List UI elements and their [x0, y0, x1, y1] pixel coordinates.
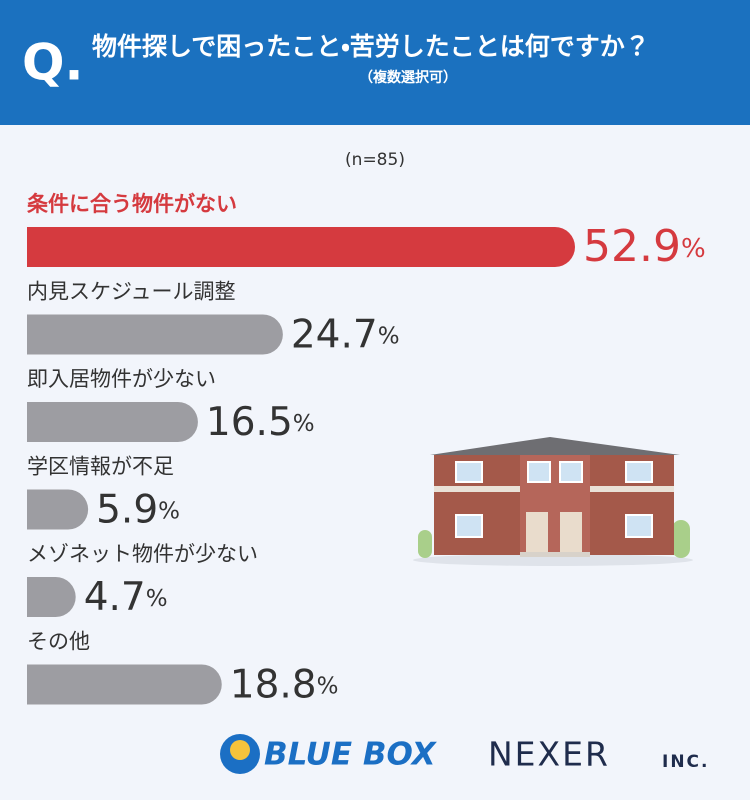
value-label: 5.9% [96, 487, 180, 532]
q-mark: Q. [22, 34, 84, 92]
category-label: その他 [27, 630, 90, 654]
logo-inc: INC. [662, 752, 710, 772]
value-label: 18.8% [230, 662, 339, 707]
value-label: 52.9% [583, 221, 706, 272]
bar-left-edge [27, 314, 47, 355]
category-label: 内見スケジュール調整 [27, 280, 236, 304]
value-label: 4.7% [84, 575, 168, 620]
bar-left-edge [27, 664, 47, 705]
logo-nexer: NEXER [488, 735, 610, 774]
header-band [0, 0, 750, 125]
house-illustration [413, 437, 693, 566]
sample-size: (n=85) [345, 150, 405, 170]
subtitle: （複数選択可） [359, 69, 457, 86]
title: 物件探しで困ったこと・苦労したことは何ですか？ [92, 32, 650, 61]
bar-left-edge [27, 489, 47, 530]
value-label: 24.7% [291, 312, 400, 357]
bar [27, 664, 222, 705]
bar-left-edge [27, 577, 47, 617]
category-label: メゾネット物件が少ない [27, 542, 258, 566]
footer-logos: BLUE BOX NEXER INC. [220, 734, 710, 774]
bar [27, 402, 198, 442]
bar [27, 314, 283, 355]
bar-left-edge [27, 227, 47, 267]
category-label: 条件に合う物件がない [27, 192, 237, 216]
value-label: 16.5% [206, 400, 315, 445]
category-label: 即入居物件が少ない [27, 367, 216, 391]
logo-bluebox: BLUE BOX [264, 737, 438, 773]
bar [27, 227, 575, 267]
bar-left-edge [27, 402, 47, 442]
category-label: 学区情報が不足 [27, 455, 174, 479]
mascot-face [230, 740, 250, 760]
